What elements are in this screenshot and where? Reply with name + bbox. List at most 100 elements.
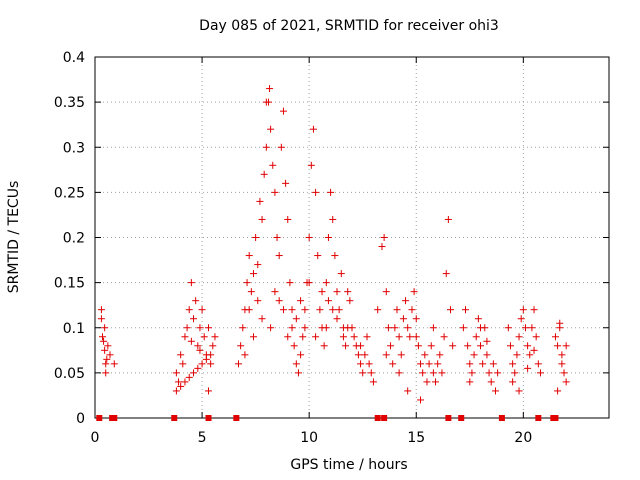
data-point	[309, 125, 317, 133]
data-point	[438, 369, 446, 377]
y-tick-label: 0.4	[63, 50, 85, 66]
data-point	[256, 197, 264, 205]
point-layer	[97, 85, 570, 404]
data-point	[554, 342, 562, 350]
data-point	[297, 297, 305, 305]
y-tick-label: 0.25	[54, 185, 85, 201]
data-point	[266, 85, 274, 93]
data-point	[286, 279, 294, 287]
data-point	[196, 324, 204, 332]
data-point	[447, 306, 455, 314]
data-point	[290, 342, 298, 350]
data-point	[367, 369, 375, 377]
data-point	[384, 324, 392, 332]
data-point	[98, 333, 106, 341]
data-point	[102, 369, 110, 377]
data-point	[468, 369, 476, 377]
data-point	[327, 188, 335, 196]
data-point	[477, 342, 484, 350]
data-point	[462, 306, 470, 314]
data-point	[515, 333, 523, 341]
data-point	[239, 324, 247, 332]
data-point	[185, 373, 193, 381]
data-point	[106, 351, 114, 359]
x-tick-label: 15	[407, 430, 425, 446]
data-point	[194, 342, 202, 350]
data-point	[252, 234, 260, 241]
data-point	[190, 315, 198, 323]
data-point	[382, 351, 390, 359]
data-point	[506, 342, 514, 350]
data-point	[560, 369, 568, 377]
data-point	[483, 351, 491, 359]
data-point	[519, 306, 527, 314]
data-point	[515, 387, 523, 395]
data-point	[395, 369, 403, 377]
data-point	[275, 252, 283, 260]
data-point	[429, 324, 437, 332]
data-point	[337, 270, 345, 278]
x-tick-label: 20	[514, 430, 532, 446]
data-point	[181, 333, 189, 341]
data-point	[410, 288, 418, 296]
data-point	[526, 351, 534, 359]
data-point	[408, 306, 416, 314]
data-point	[517, 315, 525, 323]
data-point	[202, 355, 210, 363]
y-tick-label: 0.35	[54, 95, 85, 111]
data-point	[329, 215, 337, 223]
data-point	[361, 351, 369, 359]
data-point	[472, 333, 480, 341]
data-point	[318, 288, 326, 296]
data-point	[110, 360, 118, 368]
data-point	[393, 306, 401, 314]
data-point	[442, 270, 450, 278]
data-point	[391, 324, 399, 332]
data-point	[172, 387, 180, 395]
data-point	[357, 360, 365, 368]
data-point	[269, 161, 277, 169]
data-point	[374, 306, 382, 314]
data-point	[284, 333, 292, 341]
data-point	[524, 342, 532, 350]
data-point	[196, 346, 204, 354]
zero-marker	[445, 415, 452, 421]
data-point	[301, 324, 309, 332]
data-point	[551, 333, 559, 341]
data-point	[562, 342, 570, 350]
data-point	[275, 297, 283, 305]
data-point	[485, 369, 493, 377]
data-point	[104, 342, 112, 350]
data-point	[292, 360, 300, 368]
data-point	[380, 234, 388, 241]
data-point	[365, 360, 373, 368]
zero-marker	[111, 415, 118, 421]
data-point	[354, 351, 362, 359]
data-point	[267, 324, 275, 332]
data-point	[425, 360, 433, 368]
data-point	[335, 306, 343, 314]
data-point	[102, 360, 110, 368]
data-point	[530, 346, 538, 354]
data-point	[254, 261, 262, 269]
data-point	[350, 333, 358, 341]
data-point	[277, 143, 285, 151]
data-point	[419, 369, 427, 377]
data-point	[558, 360, 566, 368]
data-point	[449, 342, 457, 350]
data-point	[305, 279, 313, 287]
data-point	[177, 351, 185, 359]
data-point	[245, 252, 253, 260]
y-tick-label: 0	[76, 411, 85, 427]
data-point	[247, 288, 255, 296]
data-point	[288, 306, 296, 314]
data-point	[339, 333, 347, 341]
data-point	[397, 351, 405, 359]
data-point	[282, 179, 290, 187]
data-point	[177, 382, 185, 390]
data-point	[558, 351, 566, 359]
data-point	[509, 360, 517, 368]
data-point	[344, 324, 352, 332]
data-point	[402, 297, 410, 305]
